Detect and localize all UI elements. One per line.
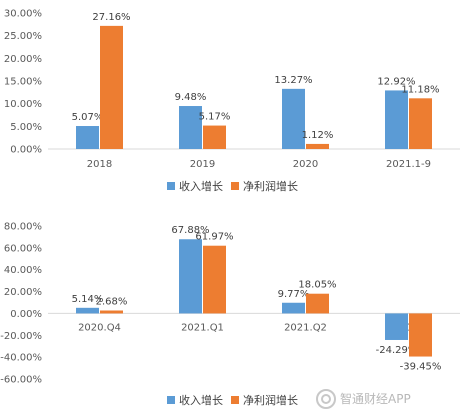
bar-profit bbox=[100, 25, 123, 150]
zhitong-logo-icon bbox=[316, 389, 336, 409]
data-label-revenue: 13.27% bbox=[274, 75, 312, 86]
y-tick-label: 80.00% bbox=[4, 222, 42, 233]
legend-swatch-profit bbox=[231, 182, 239, 190]
bar-revenue bbox=[385, 90, 408, 149]
data-label-profit: 18.05% bbox=[298, 280, 336, 291]
bar-revenue bbox=[282, 302, 305, 314]
data-label-revenue: 12.92% bbox=[377, 76, 415, 87]
legend-swatch-revenue bbox=[167, 182, 175, 190]
y-tick-label: 60.00% bbox=[4, 243, 42, 254]
legend-label-profit: 净利润增长 bbox=[243, 393, 298, 407]
y-tick-label: 25.00% bbox=[4, 31, 42, 42]
legend-swatch-profit bbox=[231, 396, 239, 404]
bar-profit bbox=[100, 310, 123, 314]
legend-label-revenue: 收入增长 bbox=[179, 393, 223, 407]
bar-revenue bbox=[385, 313, 408, 340]
y-tick-label: -20.00% bbox=[0, 331, 42, 342]
bar-profit bbox=[203, 125, 226, 149]
data-label-profit: 27.16% bbox=[92, 12, 130, 23]
data-label-revenue: -24.29% bbox=[376, 345, 418, 356]
bar-revenue bbox=[76, 126, 99, 149]
legend-label-profit: 净利润增长 bbox=[243, 179, 298, 193]
bar-profit bbox=[409, 98, 432, 149]
data-label-profit: 1.12% bbox=[302, 130, 334, 141]
y-tick-label: 5.00% bbox=[10, 122, 42, 133]
data-label-revenue: 5.14% bbox=[72, 294, 104, 305]
y-tick-label: 20.00% bbox=[4, 54, 42, 65]
bar-revenue bbox=[179, 106, 202, 149]
y-tick-label: 10.00% bbox=[4, 99, 42, 110]
chart-bottom: -60.00% -40.00% -20.00% 0.00% 20.00% 40.00% 60… bbox=[0, 222, 460, 407]
bar-revenue bbox=[282, 88, 305, 149]
y-tick-label: 40.00% bbox=[4, 265, 42, 276]
y-tick-label: 30.00% bbox=[4, 9, 42, 20]
data-label-profit: 2.68% bbox=[96, 296, 128, 307]
y-tick-label: -40.00% bbox=[0, 353, 42, 364]
legend-label-revenue: 收入增长 bbox=[179, 179, 223, 193]
data-label-profit: 5.17% bbox=[199, 112, 231, 123]
y-tick-label: 20.00% bbox=[4, 287, 42, 298]
y-tick-label: 15.00% bbox=[4, 77, 42, 88]
bar-revenue bbox=[76, 307, 99, 314]
x-tick-label: 2019 bbox=[190, 159, 215, 170]
chart-top: 0.00% 5.00% 10.00% 15.00% 20.00% 25.00% 30.00%… bbox=[4, 9, 460, 193]
x-tick-label: 2020 bbox=[293, 159, 318, 170]
bar-profit bbox=[306, 293, 329, 314]
x-tick-label: 2021.Q3 bbox=[387, 322, 430, 333]
watermark: 智通财经APP bbox=[316, 389, 411, 409]
watermark-text: 智通财经APP bbox=[340, 391, 411, 406]
x-tick-label: 2020.Q4 bbox=[78, 322, 121, 333]
data-label-revenue: 9.48% bbox=[175, 92, 207, 103]
x-tick-label: 2021.Q1 bbox=[181, 322, 224, 333]
y-tick-label: -60.00% bbox=[0, 375, 42, 386]
x-tick-label: 2021.Q2 bbox=[284, 322, 327, 333]
y-tick-label: 0.00% bbox=[10, 145, 42, 156]
legend-swatch-revenue bbox=[167, 396, 175, 404]
data-label-revenue: 67.88% bbox=[171, 225, 209, 236]
x-tick-label: 2021.1-9 bbox=[386, 159, 431, 170]
y-tick-label: 0.00% bbox=[10, 309, 42, 320]
data-label-revenue: 9.77% bbox=[278, 289, 310, 300]
data-label-profit: -39.45% bbox=[400, 362, 442, 373]
data-label-profit: 11.18% bbox=[401, 84, 439, 95]
data-label-profit: 61.97% bbox=[195, 232, 233, 243]
bar-revenue bbox=[179, 239, 202, 314]
bar-profit bbox=[306, 143, 329, 149]
x-tick-label: 2018 bbox=[87, 159, 112, 170]
data-label-revenue: 5.07% bbox=[72, 112, 104, 123]
bar-profit bbox=[203, 245, 226, 314]
bar-profit bbox=[409, 313, 432, 357]
